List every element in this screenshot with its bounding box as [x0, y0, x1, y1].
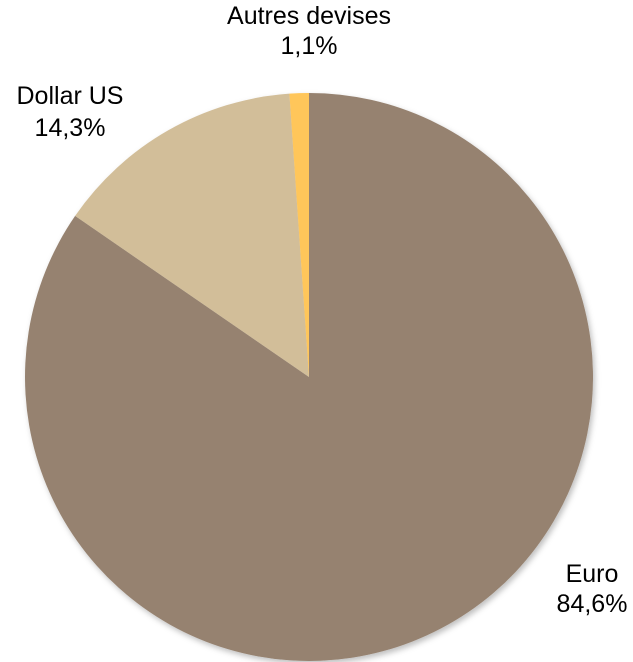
- pie-slice-dollar-us: [75, 93, 310, 378]
- slice-name: Autres devises: [227, 2, 391, 30]
- slice-value: 14,3%: [35, 114, 106, 142]
- pie-slices: [25, 93, 594, 661]
- slice-name: Euro: [566, 560, 619, 588]
- slice-label-dollar-us: Dollar US 14,3%: [17, 82, 124, 142]
- slice-name: Dollar US: [17, 82, 124, 110]
- slice-value: 84,6%: [557, 590, 628, 618]
- pie-slice-euro: [25, 93, 594, 661]
- slice-label-autres-devises: Autres devises 1,1%: [227, 2, 391, 60]
- slice-label-euro: Euro 84,6%: [557, 560, 628, 618]
- slice-value: 1,1%: [281, 32, 338, 60]
- pie-slice-autres-devises: [289, 93, 309, 377]
- pie-labels: Euro 84,6% Dollar US 14,3% Autres devises 1,1…: [17, 2, 628, 618]
